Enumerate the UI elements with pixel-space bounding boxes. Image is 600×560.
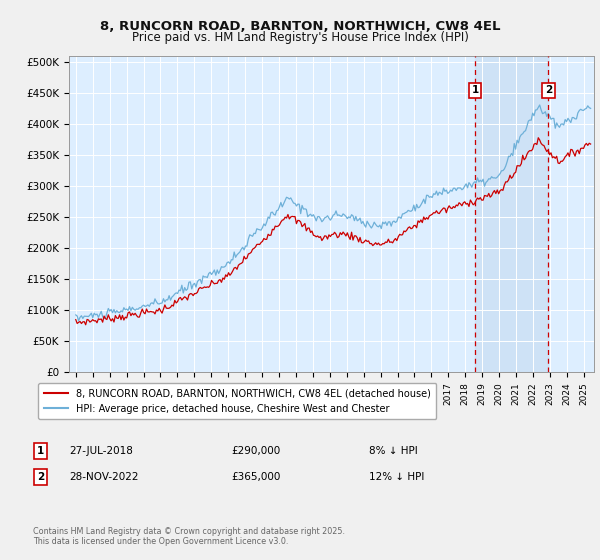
Bar (475, 56, 548, 372)
Text: Price paid vs. HM Land Registry's House Price Index (HPI): Price paid vs. HM Land Registry's House … (131, 31, 469, 44)
Text: 2: 2 (545, 85, 552, 95)
Text: £290,000: £290,000 (231, 446, 280, 456)
Text: Contains HM Land Registry data © Crown copyright and database right 2025.
This d: Contains HM Land Registry data © Crown c… (33, 526, 345, 546)
Text: 2: 2 (37, 472, 44, 482)
Text: 28-NOV-2022: 28-NOV-2022 (69, 472, 139, 482)
Text: 12% ↓ HPI: 12% ↓ HPI (369, 472, 424, 482)
Text: 1: 1 (37, 446, 44, 456)
Legend: 8, RUNCORN ROAD, BARNTON, NORTHWICH, CW8 4EL (detached house), HPI: Average pric: 8, RUNCORN ROAD, BARNTON, NORTHWICH, CW8… (38, 383, 436, 419)
Text: £365,000: £365,000 (231, 472, 280, 482)
Text: 1: 1 (472, 85, 479, 95)
Text: 27-JUL-2018: 27-JUL-2018 (69, 446, 133, 456)
Text: 8, RUNCORN ROAD, BARNTON, NORTHWICH, CW8 4EL: 8, RUNCORN ROAD, BARNTON, NORTHWICH, CW8… (100, 20, 500, 32)
Text: 8% ↓ HPI: 8% ↓ HPI (369, 446, 418, 456)
